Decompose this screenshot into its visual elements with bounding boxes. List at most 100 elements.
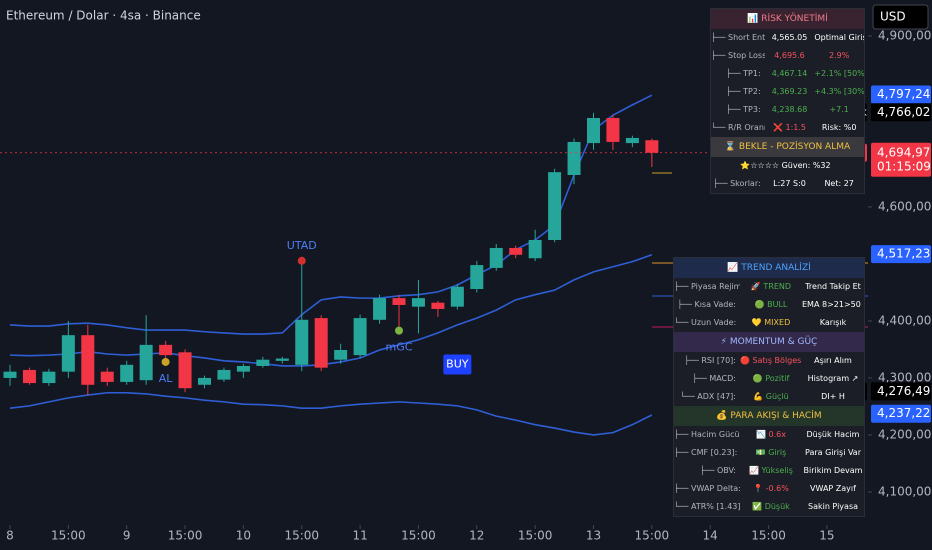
x-tick-label: 15:00	[635, 529, 670, 543]
candle-body	[42, 371, 56, 384]
table-cell: ├── OBV:	[699, 466, 736, 475]
candle-body	[431, 302, 445, 309]
currency-button[interactable]	[872, 4, 929, 30]
price-label-box	[871, 382, 931, 401]
band-line	[9, 254, 653, 367]
table-row: └── R/R Oranı: ❌ 1:1.5 Risk: %0	[711, 119, 864, 137]
candle-body	[373, 298, 387, 320]
candle-body	[198, 377, 211, 385]
candle-body	[236, 365, 250, 372]
candle-body	[256, 359, 270, 366]
table-cell: Aşırı Alım	[814, 356, 852, 365]
table-row: ├── Kısa Vade: 🟢 BULL EMA 8>21>50 ✔	[674, 296, 864, 314]
candle-body	[314, 318, 328, 368]
table-cell: ├── VWAP Delta:	[674, 484, 740, 493]
signal-box	[443, 354, 472, 375]
table-row: ├── VWAP Delta: 📍 -0.6% VWAP Zayıf	[674, 480, 864, 498]
x-tick-label: 15:00	[401, 529, 436, 543]
table-cell: ├── TP2:	[726, 87, 761, 96]
table-cell: 💵 Giriş	[755, 448, 787, 457]
table-cell: 📈 Yükseliş	[749, 466, 793, 475]
x-tick-label: 15:00	[751, 529, 786, 543]
table-row: ├── Piyasa Rejimi: 🚀 TREND Trend Takip Et	[674, 278, 864, 296]
chart-title: Ethereum / Dolar · 4sa · Binance	[6, 9, 201, 23]
table-cell: ├── Stop Loss:	[711, 51, 765, 60]
table-cell: 4,238.68	[771, 105, 808, 114]
y-tick-label: 4,100,00	[878, 484, 931, 498]
price-label: 4,694,97	[877, 145, 930, 159]
table-row: ├── OBV: 📈 Yükseliş Birikim Devam	[674, 462, 864, 480]
table-cell: ├── Skorlar:	[713, 179, 761, 188]
table-cell: └── ADX [47]:	[680, 392, 736, 401]
table-cell: ⭐☆☆☆☆ Güven: %32	[740, 161, 831, 170]
y-tick-label: 4,900,00	[878, 28, 931, 42]
table-cell: └── Uzun Vade:	[674, 318, 737, 327]
candle-body	[159, 344, 173, 356]
table-row: ├── Short Entry: 4,565.05 Optimal Giriş	[711, 29, 864, 47]
x-tick-label: 13	[586, 529, 601, 543]
x-tick-label: 10	[236, 529, 251, 543]
table-cell: 🟢 Pozitif	[752, 374, 790, 383]
candle-body	[100, 371, 114, 382]
candle-body	[81, 335, 95, 385]
table-cell: L:27 S:0	[773, 179, 806, 188]
table-row: ⭐☆☆☆☆ Güven: %32	[711, 157, 864, 175]
table-row: ├── TP3: 4,238.68 +7.1	[711, 101, 864, 119]
risk-panel: 📊 RİSK YÖNETİMİ ├── Short Entry: 4,565.05 O…	[710, 8, 865, 194]
table-row: ├── RSI [70]: 🔴 Satış Bölgesi Aşırı Alım	[674, 352, 864, 370]
x-tick-label: 15:00	[518, 529, 553, 543]
table-cell: ├── RSI [70]:	[684, 356, 736, 365]
annotation: BUY	[446, 358, 469, 371]
table-cell: ├── MACD:	[692, 374, 736, 383]
candle-body	[295, 319, 309, 365]
table-row: ├── MACD: 🟢 Pozitif Histogram ↗	[674, 370, 864, 388]
candle-body	[120, 364, 134, 382]
table-row: └── ATR% [1.43]: ✅ Düşük Sakin Piyasa	[674, 498, 864, 516]
candle-body	[587, 117, 600, 144]
table-cell: 4,467.14	[771, 69, 808, 78]
candle-body	[22, 369, 36, 384]
table-cell: ├── Hacim Gücü:	[674, 430, 740, 439]
table-cell: └── R/R Oranı:	[711, 123, 765, 132]
table-cell: Birikim Devam	[803, 466, 863, 475]
x-tick-label: 8	[6, 529, 14, 543]
price-label: 4,237,22	[877, 406, 930, 420]
table-cell: +4.3% [30%]	[814, 87, 864, 96]
section-title: ⌛ BEKLE - POZİSYON ALMA	[711, 137, 864, 157]
table-cell: Optimal Giriş	[814, 33, 864, 42]
table-row: ├── TP1: 4,467.14 +2.1% [50%]	[711, 65, 864, 83]
table-cell: 4,565.05	[771, 33, 808, 42]
table-cell: ├── Piyasa Rejimi:	[674, 282, 740, 291]
x-tick-label: 11	[352, 529, 367, 543]
currency[interactable]: USD	[880, 10, 906, 24]
candle-body	[450, 286, 464, 307]
annotation: UTAD	[287, 239, 317, 252]
section-title: 📊 RİSK YÖNETİMİ	[711, 9, 864, 29]
price-label: 4,276,49	[877, 384, 930, 398]
table-cell: Net: 27	[824, 179, 854, 188]
table-row: ├── CMF [0.23]: 💵 Giriş Para Girişi Var	[674, 444, 864, 462]
y-tick-label: 4,200,00	[878, 427, 931, 441]
candle-body	[489, 247, 503, 268]
candle-body	[645, 140, 659, 153]
price-label-box	[871, 103, 931, 122]
table-cell: DI+ H	[821, 392, 845, 401]
candle-body	[606, 117, 620, 142]
table-cell: 2.9%	[829, 51, 850, 60]
table-cell: +7.1	[829, 105, 849, 114]
price-label-box	[871, 404, 931, 423]
table-row: └── Uzun Vade: 💛 MIXED Karışık	[674, 314, 864, 332]
table-cell: Histogram ↗	[807, 374, 859, 383]
table-cell: ├── TP1:	[726, 69, 761, 78]
table-cell: Trend Takip Et	[805, 282, 861, 291]
candle-body	[548, 172, 562, 240]
price-label: 4,766,02	[877, 105, 930, 119]
x-tick-label: 9	[123, 529, 131, 543]
x-tick-label: 15:00	[51, 529, 86, 543]
band-line	[9, 94, 653, 335]
price-label-box	[871, 245, 931, 264]
candle-body	[411, 298, 425, 307]
x-tick-label: 15	[819, 529, 834, 543]
table-cell: ├── TP3:	[726, 105, 761, 114]
